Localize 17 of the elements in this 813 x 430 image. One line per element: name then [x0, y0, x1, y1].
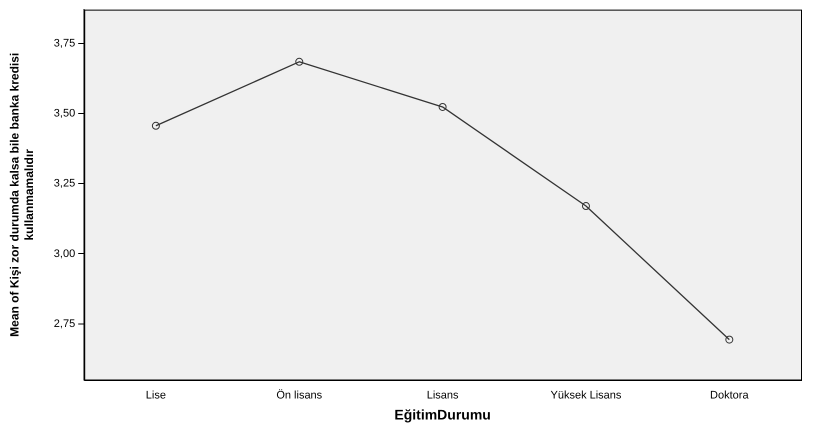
- y-tick-label: 3,25: [54, 178, 76, 190]
- point: [152, 122, 160, 130]
- point: [582, 202, 590, 210]
- x-axis-title: EğitimDurumu: [394, 406, 491, 422]
- point: [295, 58, 304, 66]
- x-tick-label: Lise: [146, 390, 166, 402]
- x-tick-label: Ön lisans: [276, 388, 323, 402]
- y-axis-title: Mean of Kişi zor durumda kalsa bile banka kredisi kullanmamalıdır: [8, 52, 36, 337]
- point: [438, 102, 447, 111]
- y-tick-label: 3,75: [54, 37, 76, 50]
- x-tick-label: Doktora: [710, 390, 750, 402]
- y-tick-label: 3,00: [54, 248, 76, 260]
- point: [725, 336, 734, 344]
- x-tick-label: Yüksek Lisans: [550, 390, 622, 402]
- x-tick-label: Lisans: [426, 390, 460, 402]
- y-tick-label: 2,75: [54, 318, 76, 330]
- y-tick-label: 3,50: [54, 107, 76, 120]
